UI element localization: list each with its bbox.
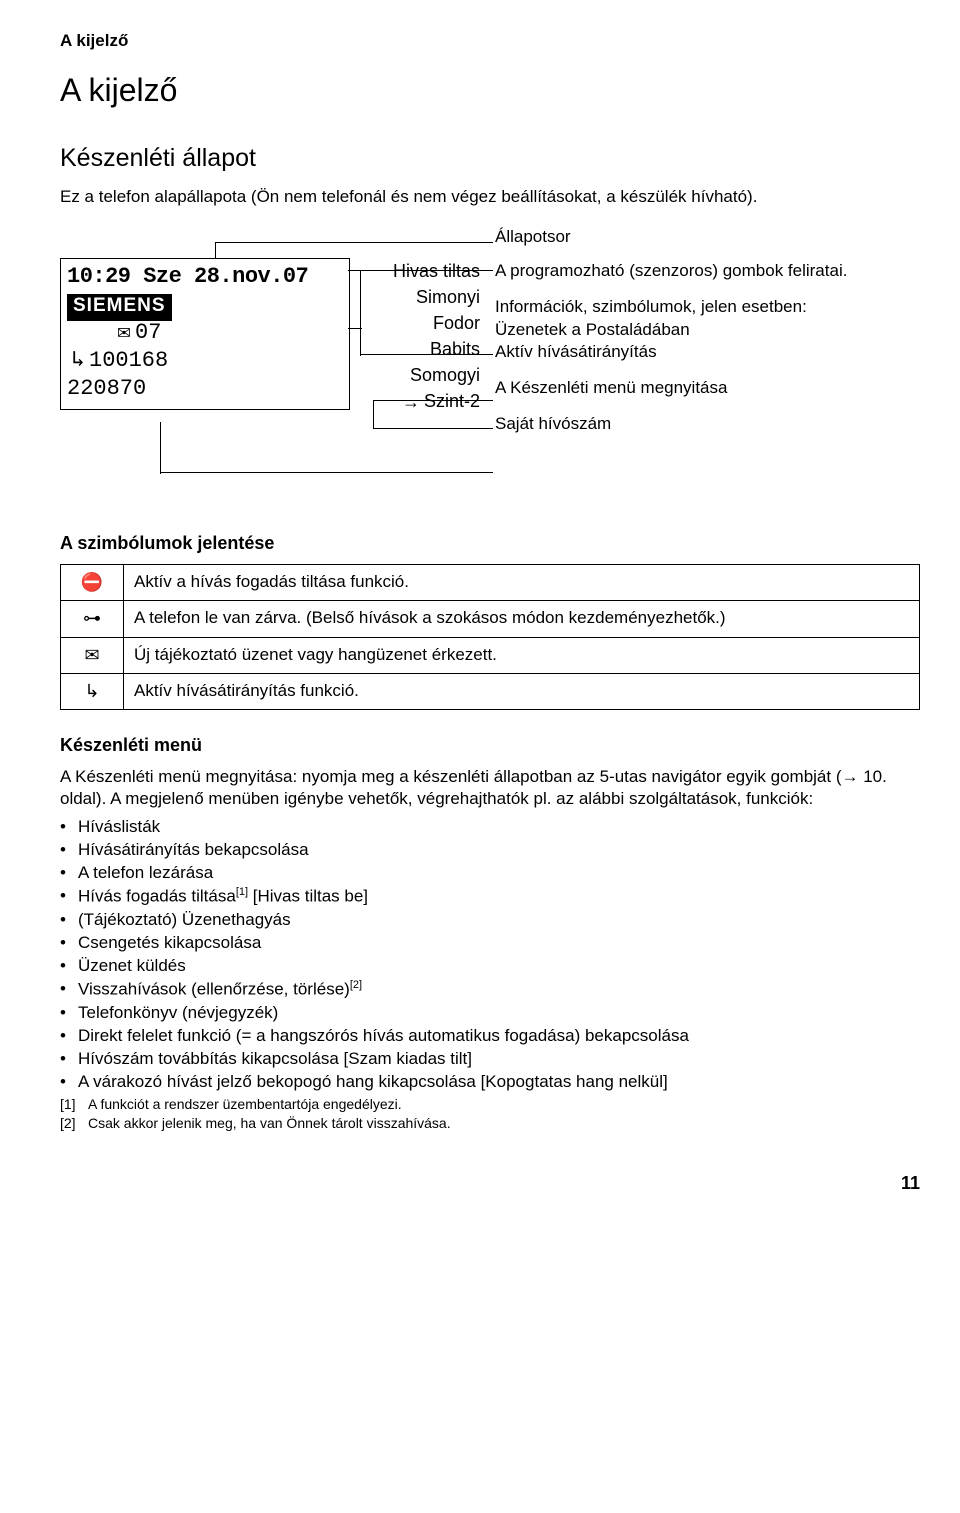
softkey-column: Hivas tiltas Simonyi Fodor Babits Somogy… bbox=[370, 260, 480, 416]
lock-icon: ⊶ bbox=[61, 601, 124, 637]
list-item: Telefonkönyv (névjegyzék) bbox=[60, 1002, 920, 1024]
callout-status-bar: Állapotsor bbox=[495, 226, 920, 248]
menu-intro: A Készenléti menü megnyitása: nyomja meg… bbox=[60, 766, 920, 810]
callout-column: A programozható (szenzoros) gombok felir… bbox=[495, 260, 915, 449]
list-item: Hívószám továbbítás kikapcsolása [Szam k… bbox=[60, 1048, 920, 1070]
list-item: Híváslisták bbox=[60, 816, 920, 838]
standby-intro: Ez a telefon alapállapota (Ön nem telefo… bbox=[60, 186, 920, 208]
phone-display: 10:29 Sze 28.nov.07 SIEMENS ✉ 07 ↳ 10016… bbox=[60, 258, 350, 410]
table-row: ↳ Aktív hívásátirányítás funkció. bbox=[61, 673, 920, 709]
list-item: A várakozó hívást jelző bekopogó hang ki… bbox=[60, 1071, 920, 1093]
envelope-icon: ✉ bbox=[61, 637, 124, 673]
section-symbols-title: A szimbólumok jelentése bbox=[60, 532, 920, 555]
softkey-0: Hivas tiltas bbox=[370, 260, 480, 286]
callout-open-menu: A Készenléti menü megnyitása bbox=[495, 377, 915, 399]
symbols-table: ⛔ Aktív a hívás fogadás tiltása funkció.… bbox=[60, 564, 920, 711]
brand-badge: SIEMENS bbox=[67, 294, 172, 321]
no-entry-icon: ⛔ bbox=[61, 564, 124, 600]
symbol-desc: Aktív hívásátirányítás funkció. bbox=[124, 673, 920, 709]
list-item: Direkt felelet funkció (= a hangszórós h… bbox=[60, 1025, 920, 1047]
softkey-4: Somogyi bbox=[370, 364, 480, 390]
callout-prog-keys: A programozható (szenzoros) gombok felir… bbox=[495, 260, 915, 282]
footnote-2: [2]Csak akkor jelenik meg, ha van Önnek … bbox=[60, 1114, 920, 1132]
display-diagram: 10:29 Sze 28.nov.07 SIEMENS ✉ 07 ↳ 10016… bbox=[60, 254, 920, 514]
table-row: ✉ Új tájékoztató üzenet vagy hangüzenet … bbox=[61, 637, 920, 673]
forward-icon: ↳ bbox=[61, 673, 124, 709]
softkey-3: Babits bbox=[370, 338, 480, 364]
display-forward-number: 100168 bbox=[89, 347, 168, 376]
services-list: Híváslisták Hívásátirányítás bekapcsolás… bbox=[60, 816, 920, 1093]
section-menu-title: Készenléti menü bbox=[60, 734, 920, 757]
forward-icon: ↳ bbox=[67, 347, 89, 376]
table-row: ⊶ A telefon le van zárva. (Belső hívások… bbox=[61, 601, 920, 637]
arrow-right-icon: → bbox=[402, 391, 420, 414]
callout-info: Információk, szimbólumok, jelen esetben:… bbox=[495, 296, 915, 362]
table-row: ⛔ Aktív a hívás fogadás tiltása funkció. bbox=[61, 564, 920, 600]
page-number: 11 bbox=[60, 1172, 920, 1195]
display-msg-count: 07 bbox=[135, 319, 161, 348]
list-item: Hívás fogadás tiltása[1] [Hivas tiltas b… bbox=[60, 885, 920, 908]
list-item: A telefon lezárása bbox=[60, 862, 920, 884]
list-item: Hívásátirányítás bekapcsolása bbox=[60, 839, 920, 861]
envelope-icon: ✉ bbox=[113, 319, 135, 348]
callout-own-number: Saját hívószám bbox=[495, 413, 915, 435]
display-datetime: 10:29 Sze 28.nov.07 bbox=[67, 263, 308, 292]
symbol-desc: Új tájékoztató üzenet vagy hangüzenet ér… bbox=[124, 637, 920, 673]
footnote-1: [1]A funkciót a rendszer üzembentartója … bbox=[60, 1095, 920, 1113]
list-item: Üzenet küldés bbox=[60, 955, 920, 977]
running-header: A kijelző bbox=[60, 30, 920, 52]
list-item: Visszahívások (ellenőrzése, törlése)[2] bbox=[60, 978, 920, 1001]
symbol-desc: A telefon le van zárva. (Belső hívások a… bbox=[124, 601, 920, 637]
symbol-desc: Aktív a hívás fogadás tiltása funkció. bbox=[124, 564, 920, 600]
section-standby-title: Készenléti állapot bbox=[60, 142, 920, 175]
softkey-2: Fodor bbox=[370, 312, 480, 338]
footnotes: [1]A funkciót a rendszer üzembentartója … bbox=[60, 1095, 920, 1131]
softkey-1: Simonyi bbox=[370, 286, 480, 312]
softkey-5: →Szint-2 bbox=[370, 390, 480, 416]
page-title: A kijelző bbox=[60, 70, 920, 112]
display-own-number: 220870 bbox=[67, 375, 146, 404]
list-item: (Tájékoztató) Üzenethagyás bbox=[60, 909, 920, 931]
list-item: Csengetés kikapcsolása bbox=[60, 932, 920, 954]
